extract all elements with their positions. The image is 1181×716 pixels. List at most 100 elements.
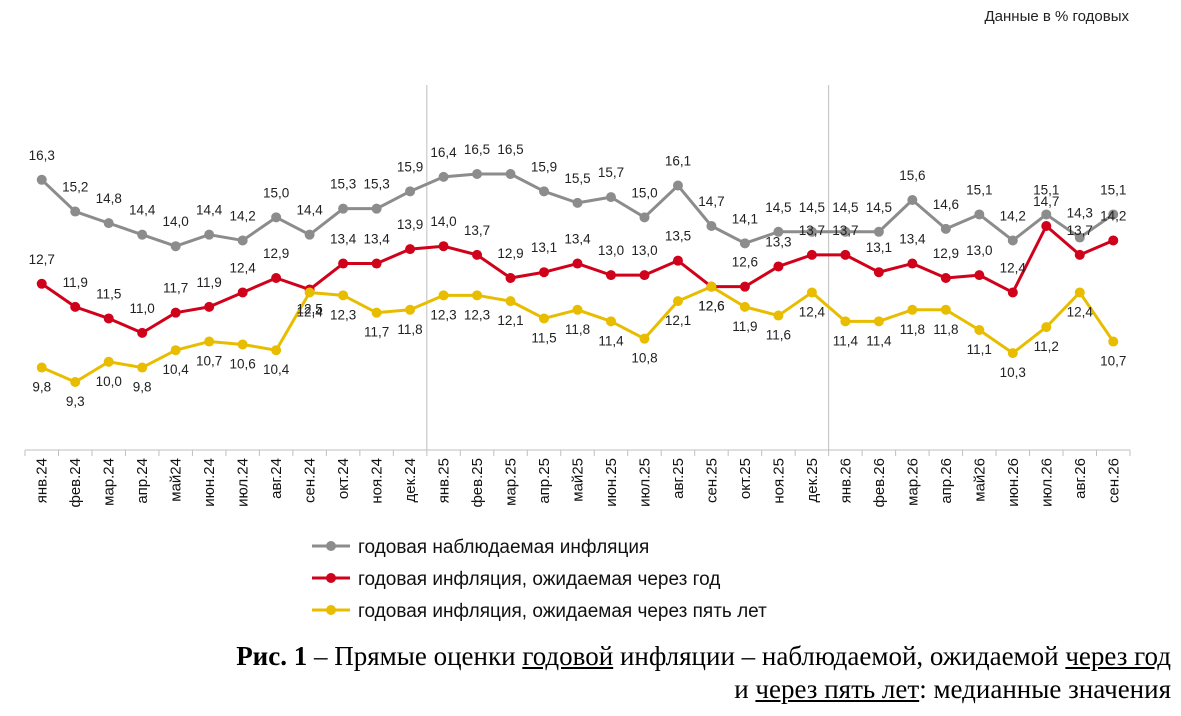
data-label: 10,7	[1100, 354, 1126, 369]
data-label: 13,9	[397, 217, 423, 232]
data-label: 11,4	[833, 333, 859, 348]
data-point	[572, 304, 583, 315]
data-point	[806, 249, 817, 260]
data-point	[1041, 221, 1052, 231]
data-point	[773, 226, 784, 237]
data-label: 12,3	[430, 307, 456, 322]
data-point	[1041, 322, 1052, 333]
data-label: 15,7	[598, 165, 624, 180]
data-point	[70, 301, 81, 312]
data-label: 13,1	[531, 240, 557, 255]
data-label: 11,2	[1034, 339, 1059, 354]
data-label: 12,1	[665, 313, 691, 328]
data-point	[1007, 235, 1018, 246]
data-label: 11,8	[900, 322, 925, 337]
data-point	[304, 229, 315, 240]
data-label: 14,5	[832, 200, 858, 215]
data-label: 12,3	[464, 307, 490, 322]
data-point	[639, 333, 650, 344]
data-point	[204, 301, 215, 312]
data-point	[806, 287, 817, 298]
data-label: 16,1	[665, 154, 691, 169]
x-tick-label: ноя.25	[770, 458, 787, 504]
data-point	[940, 273, 951, 283]
data-point	[1007, 348, 1018, 359]
data-point	[271, 273, 282, 283]
data-point	[605, 316, 616, 327]
data-label: 15,1	[966, 182, 992, 197]
data-point	[572, 197, 583, 208]
x-tick-label: сен.26	[1105, 458, 1122, 503]
data-point	[873, 316, 884, 327]
data-label: 16,5	[497, 142, 523, 157]
data-point	[36, 278, 47, 289]
data-point	[204, 229, 215, 240]
data-point	[237, 339, 248, 350]
data-label: 14,2	[230, 208, 256, 223]
data-label: 12,6	[732, 255, 758, 270]
data-label: 14,0	[163, 214, 189, 229]
x-tick-label: июл.26	[1038, 458, 1055, 507]
data-label: 15,1	[1033, 182, 1059, 197]
x-tick-label: апр.26	[938, 458, 955, 504]
data-label: 12,7	[29, 252, 55, 267]
data-point	[338, 258, 349, 269]
data-label: 14,3	[1067, 206, 1093, 221]
legend-swatch-marker	[326, 605, 336, 615]
data-label: 11,7	[364, 325, 389, 340]
data-label: 15,3	[363, 177, 389, 192]
data-label: 10,4	[163, 362, 190, 377]
data-label: 14,0	[430, 214, 456, 229]
data-label: 10,3	[1000, 365, 1026, 380]
data-point	[170, 307, 181, 318]
x-tick-label: сен.24	[302, 458, 319, 503]
data-label: 11,1	[967, 342, 992, 357]
data-point	[1108, 209, 1119, 220]
data-label: 12,1	[497, 313, 523, 328]
data-point	[773, 261, 784, 272]
caption-text-3: и	[734, 674, 756, 704]
data-point	[304, 287, 315, 298]
data-label: 11,7	[163, 281, 188, 296]
data-point	[907, 195, 918, 205]
data-point	[739, 281, 750, 292]
data-label: 13,4	[564, 232, 591, 247]
data-point	[204, 336, 215, 347]
data-point	[840, 249, 851, 260]
x-tick-label: май25	[570, 458, 587, 502]
data-point	[1007, 287, 1018, 298]
data-label: 12,6	[698, 299, 724, 314]
data-point	[438, 290, 449, 301]
data-point	[271, 212, 282, 223]
data-point	[974, 325, 985, 335]
data-label: 14,4	[196, 203, 223, 218]
data-point	[873, 267, 884, 278]
data-label: 14,5	[765, 200, 791, 215]
caption-underline-3: через пять лет	[755, 674, 920, 704]
data-point	[1041, 209, 1052, 220]
data-label: 13,7	[799, 223, 825, 238]
data-label: 15,3	[330, 177, 356, 192]
data-point	[940, 304, 951, 315]
x-tick-label: янв.24	[34, 458, 51, 503]
data-point	[739, 301, 750, 312]
caption-underline-1: годовой	[522, 641, 614, 671]
data-point	[338, 290, 349, 301]
data-label: 11,4	[598, 333, 624, 348]
data-label: 12,9	[497, 246, 523, 261]
data-label: 10,4	[263, 362, 290, 377]
data-label: 10,6	[230, 356, 256, 371]
data-label: 14,1	[732, 211, 758, 226]
data-label: 16,4	[430, 145, 457, 160]
data-label: 9,3	[66, 394, 85, 409]
data-point	[36, 362, 47, 373]
x-tick-label: окт.24	[335, 458, 352, 499]
data-point	[472, 249, 483, 260]
legend-swatch-marker	[326, 541, 336, 551]
data-point	[739, 238, 750, 249]
data-label: 12,4	[1067, 304, 1094, 319]
x-tick-label: июн.24	[201, 458, 218, 507]
data-label: 12,9	[263, 246, 289, 261]
data-point	[672, 180, 683, 191]
x-tick-label: окт.25	[737, 458, 754, 499]
